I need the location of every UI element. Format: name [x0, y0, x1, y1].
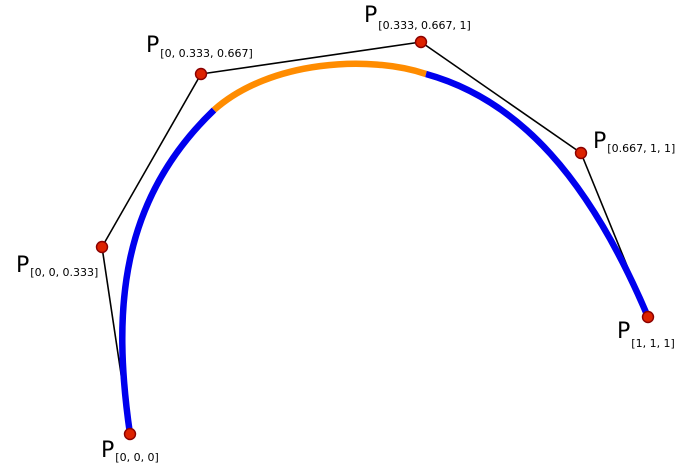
control-point-p00033 [95, 240, 109, 254]
label-p0033067: P[0, 0.333, 0.667] [146, 33, 253, 60]
curve-segment-right [425, 70, 651, 319]
control-polygon-edge-4 [420, 41, 582, 154]
control-point-p111 [641, 310, 655, 324]
control-point-labels: P[0, 0, 0] P[0, 0, 0.333] P[0, 0.333, 0.… [16, 3, 675, 464]
label-p000: P[0, 0, 0] [101, 438, 159, 464]
control-point-p06711 [574, 146, 588, 160]
label-p111: P[1, 1, 1] [617, 319, 675, 350]
control-polygon-edge-3 [200, 41, 422, 75]
label-p06711: P[0.667, 1, 1] [593, 129, 675, 155]
curve-segment-middle [211, 60, 428, 113]
control-polygon-edge-2 [101, 73, 202, 248]
control-point-p000 [123, 427, 137, 441]
label-p033067_1: P[0.333, 0.667, 1] [364, 3, 471, 32]
control-polygon [101, 41, 649, 435]
curve-segment-left [119, 107, 217, 435]
label-p00033: P[0, 0, 0.333] [16, 253, 98, 279]
spline-curve [119, 60, 651, 435]
control-points [95, 35, 655, 441]
control-point-p0033067 [194, 67, 208, 81]
control-point-p033067_1 [414, 35, 428, 49]
